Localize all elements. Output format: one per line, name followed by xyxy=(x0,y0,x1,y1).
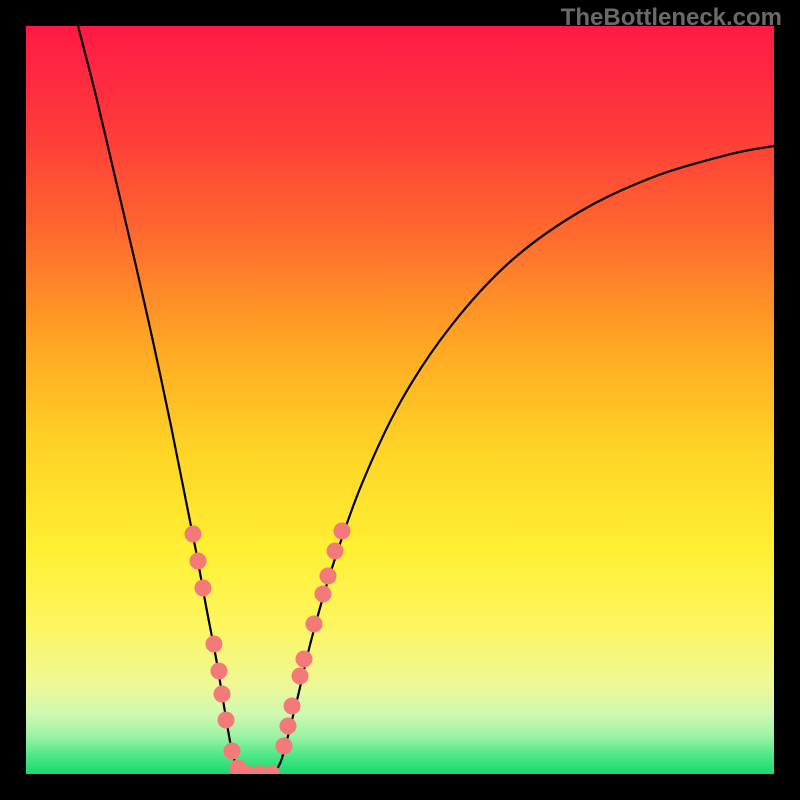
data-marker xyxy=(218,712,234,728)
data-marker xyxy=(320,568,336,584)
plot-area xyxy=(26,26,774,774)
data-marker xyxy=(276,738,292,754)
data-marker xyxy=(315,586,331,602)
data-marker xyxy=(211,663,227,679)
data-marker xyxy=(224,743,240,759)
data-marker xyxy=(185,526,201,542)
data-marker xyxy=(284,698,300,714)
data-marker xyxy=(206,636,222,652)
chart-svg xyxy=(26,26,774,774)
gradient-background xyxy=(26,26,774,774)
data-marker xyxy=(292,668,308,684)
data-marker xyxy=(296,651,312,667)
data-marker xyxy=(190,553,206,569)
data-marker xyxy=(195,580,211,596)
watermark-text: TheBottleneck.com xyxy=(561,4,782,32)
data-marker xyxy=(214,686,230,702)
data-marker xyxy=(306,616,322,632)
chart-frame: TheBottleneck.com xyxy=(0,0,800,800)
data-marker xyxy=(280,718,296,734)
data-marker xyxy=(334,523,350,539)
data-marker xyxy=(327,543,343,559)
